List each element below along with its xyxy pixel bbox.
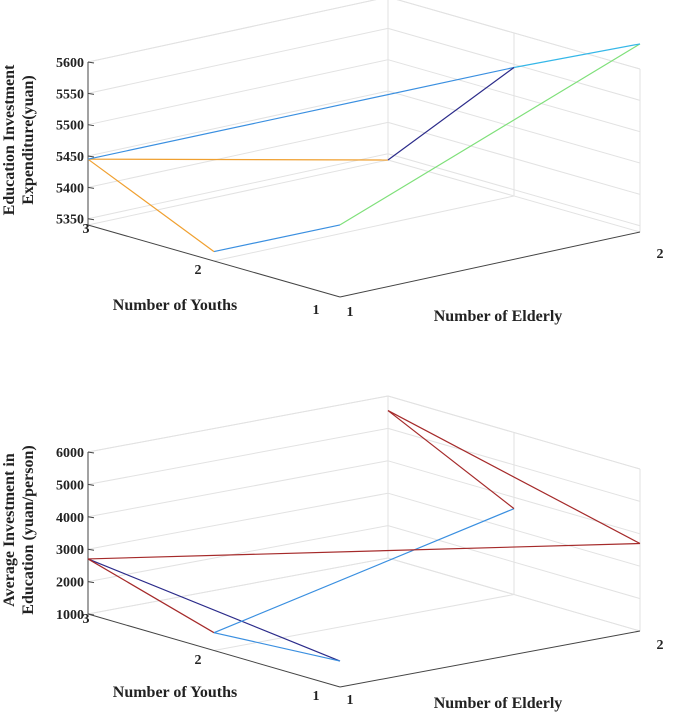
data-segment xyxy=(87,158,215,253)
z-gridline-left xyxy=(87,525,389,583)
z-gridline-left xyxy=(87,0,377,63)
z-axis-label-line: Education Investment xyxy=(1,64,18,215)
data-segment xyxy=(387,410,641,545)
y-tick-label: 3 xyxy=(83,222,90,237)
z-tick-mark xyxy=(87,483,95,486)
x-axis-label: Number of Elderly xyxy=(434,308,563,325)
data-segment xyxy=(213,508,515,634)
y-tick-label: 2 xyxy=(195,263,202,278)
z-tick-label: 6000 xyxy=(56,446,84,461)
data-segment xyxy=(87,158,389,161)
y-tick-label: 2 xyxy=(195,653,202,668)
x-tick-label: 2 xyxy=(657,638,664,653)
data-segment xyxy=(87,66,515,160)
data-segment xyxy=(339,43,641,226)
z-gridline-left xyxy=(87,557,389,615)
x-tick-label: 1 xyxy=(347,693,354,708)
x-axis xyxy=(339,231,641,298)
data-segment xyxy=(87,558,215,634)
data-segment xyxy=(513,43,641,69)
y-tick-label: 3 xyxy=(83,612,90,627)
z-tick-label: 4000 xyxy=(56,511,84,526)
z-tick-mark xyxy=(87,186,95,189)
floor-back-left xyxy=(87,159,389,226)
z-tick-label: 2000 xyxy=(56,576,84,591)
z-tick-mark xyxy=(87,516,95,519)
z-gridline-left xyxy=(87,59,389,126)
z-gridline-left xyxy=(87,121,389,188)
z-gridline-left xyxy=(87,460,389,518)
z-tick-label: 1000 xyxy=(56,608,84,623)
y-axis xyxy=(87,224,341,298)
y-axis xyxy=(87,613,341,688)
z-tick-label: 5450 xyxy=(56,150,84,165)
x-tick-label: 1 xyxy=(347,305,354,320)
z-tick-mark xyxy=(87,61,95,64)
x-tick-label: 2 xyxy=(657,247,664,262)
floor-gridline-y xyxy=(213,195,515,262)
z-tick-label: 5350 xyxy=(56,213,84,228)
y-axis-label: Number of Youths xyxy=(113,297,237,314)
data-segment xyxy=(213,224,341,253)
data-segment xyxy=(87,542,641,560)
z-gridline-left xyxy=(87,153,389,220)
data-segment xyxy=(387,410,515,510)
y-tick-label: 1 xyxy=(313,303,320,318)
z-gridline-left xyxy=(87,427,389,485)
z-tick-mark xyxy=(87,124,95,127)
x-axis-label: Number of Elderly xyxy=(434,695,563,712)
z-tick-label: 5400 xyxy=(56,181,84,196)
z-tick-label: 3000 xyxy=(56,543,84,558)
z-gridline-left xyxy=(87,492,389,550)
data-segment xyxy=(387,66,515,161)
z-tick-mark xyxy=(87,155,95,158)
z-tick-mark xyxy=(87,581,95,584)
z-tick-label: 5500 xyxy=(56,119,84,134)
z-tick-mark xyxy=(87,451,95,454)
data-segment xyxy=(87,558,341,662)
plot-average-investment: 1000 2000 3000 4000 5000 6000 1 2 3 1 2 Number of Y… xyxy=(1,395,664,712)
plot-education-expenditure: 5350 5400 5450 5500 5550 5600 1 2 3 1 2 Number of Y… xyxy=(1,0,664,325)
data-segment xyxy=(213,632,341,662)
z-tick-mark xyxy=(87,218,95,221)
z-gridline-left xyxy=(87,90,389,157)
x-axis xyxy=(339,630,641,688)
y-tick-label: 1 xyxy=(313,689,320,704)
z-tick-mark xyxy=(87,548,95,551)
z-gridline-left xyxy=(87,395,389,453)
z-axis-label-line: Average Investment in xyxy=(1,453,18,607)
z-axis-label-line: Expenditure(yuan) xyxy=(20,75,37,205)
z-tick-mark xyxy=(87,92,95,95)
z-tick-label: 5550 xyxy=(56,87,84,102)
z-tick-label: 5600 xyxy=(56,56,84,71)
floor-gridline-y xyxy=(213,594,515,651)
z-tick-mark xyxy=(87,613,95,616)
y-axis-label: Number of Youths xyxy=(113,684,237,701)
z-tick-label: 5000 xyxy=(56,478,84,493)
z-axis-label-line: Education (yuan/person) xyxy=(20,445,37,614)
z-gridline-left xyxy=(87,27,389,94)
